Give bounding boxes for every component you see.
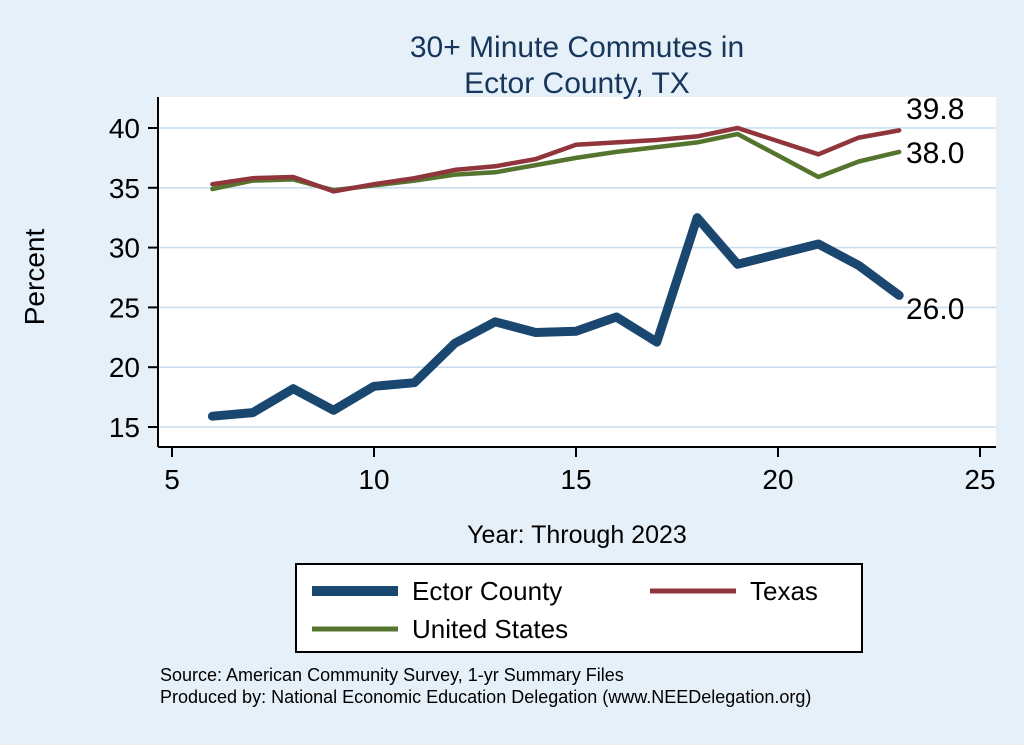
x-tick-label: 15 (560, 464, 591, 495)
legend-label-texas: Texas (750, 576, 818, 606)
axis-ticks: 15 20 25 30 35 40 5 10 15 20 25 (109, 113, 996, 495)
y-tick-label: 30 (109, 233, 140, 264)
legend-label-ector-county: Ector County (412, 576, 562, 606)
legend-box (295, 563, 863, 653)
end-label-texas: 39.8 (906, 93, 964, 126)
source-line: Source: American Community Survey, 1-yr … (160, 665, 624, 685)
x-tick-label: 25 (964, 464, 995, 495)
produced-by-line: Produced by: National Economic Education… (160, 687, 811, 707)
y-tick-label: 35 (109, 173, 140, 204)
y-tick-label: 25 (109, 292, 140, 323)
x-tick-label: 20 (762, 464, 793, 495)
end-label-ector-county: 26.0 (906, 293, 964, 326)
x-tick-label: 5 (164, 464, 180, 495)
y-tick-label: 40 (109, 113, 140, 144)
line-texas (210, 125, 902, 194)
gridlines (158, 127, 996, 428)
x-axis-title: Year: Through 2023 (467, 521, 687, 549)
y-axis-title: Percent (19, 229, 50, 326)
x-tick-label: 10 (358, 464, 389, 495)
chart-title-line1: 30+ Minute Commutes in (410, 31, 744, 64)
end-label-united-states: 38.0 (906, 137, 964, 170)
legend-label-united-states: United States (412, 614, 568, 644)
line-ector-county (207, 213, 904, 421)
y-tick-label: 15 (109, 412, 140, 443)
y-tick-label: 20 (109, 352, 140, 383)
chart-title-line2: Ector County, TX (464, 67, 690, 100)
